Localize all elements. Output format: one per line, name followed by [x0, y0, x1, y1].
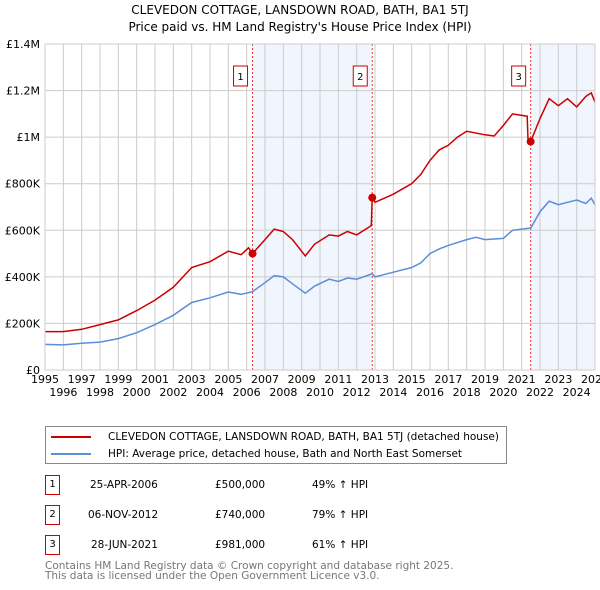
- hpi-line: [44, 196, 596, 346]
- x-tick-label: 2001: [141, 373, 169, 386]
- x-tick-label: 2004: [196, 386, 224, 399]
- x-tick-label: 2021: [508, 373, 536, 386]
- sale-marker-label: 3: [515, 72, 521, 83]
- x-tick-label: 2012: [343, 386, 371, 399]
- sale-marker-label: 1: [45, 475, 60, 495]
- sale-marker-box: [233, 65, 249, 87]
- legend-swatch-blue: [51, 453, 91, 455]
- x-tick-label: 2025: [581, 373, 600, 386]
- x-tick-label: 1997: [68, 373, 96, 386]
- x-tick-label: 2003: [178, 373, 206, 386]
- footer-copyright: Contains HM Land Registry data © Crown c…: [45, 560, 454, 572]
- x-tick-label: 2023: [544, 373, 572, 386]
- sale-hpi: 49% ↑ HPI: [312, 479, 369, 491]
- x-tick-label: 2005: [214, 373, 242, 386]
- sale-hpi: 79% ↑ HPI: [312, 509, 369, 521]
- x-tick-label: 2017: [434, 373, 462, 386]
- x-tick-label: 2014: [379, 386, 407, 399]
- x-tick-label: 1996: [49, 386, 77, 399]
- y-tick-label: £800K: [5, 178, 41, 191]
- x-tick-label: 2002: [159, 386, 187, 399]
- x-tick-label: 1998: [86, 386, 114, 399]
- x-tick-label: 2000: [123, 386, 151, 399]
- x-tick-label: 2019: [471, 373, 499, 386]
- sale-marker-label: 1: [237, 72, 243, 83]
- sale-marker-box: [352, 65, 368, 87]
- sale-date: 25-APR-2006: [90, 479, 158, 491]
- y-tick-label: £200K: [5, 317, 41, 330]
- x-tick-label: 2011: [324, 373, 352, 386]
- x-tick-label: 2008: [269, 386, 297, 399]
- plot-area: 1995199619971998199920002001200220032004…: [5, 38, 600, 399]
- x-tick-label: 2024: [563, 386, 591, 399]
- sale-date: 06-NOV-2012: [88, 509, 159, 521]
- sale-point: [368, 193, 377, 202]
- chart-subtitle: Price paid vs. HM Land Registry's House …: [128, 20, 472, 34]
- y-tick-label: £400K: [5, 271, 41, 284]
- sale-row: 2 06-NOV-2012 £740,000 79% ↑ HPI: [45, 505, 505, 525]
- x-tick-label: 2015: [398, 373, 426, 386]
- x-tick-label: 2009: [288, 373, 316, 386]
- x-tick-label: 2016: [416, 386, 444, 399]
- sale-row: 3 28-JUN-2021 £981,000 61% ↑ HPI: [45, 535, 505, 555]
- sale-marker-label: 2: [45, 505, 60, 525]
- legend: CLEVEDON COTTAGE, LANSDOWN ROAD, BATH, B…: [45, 426, 507, 464]
- x-tick-label: 1999: [104, 373, 132, 386]
- legend-swatch-red: [51, 436, 91, 438]
- y-tick-label: £1.4M: [6, 38, 40, 51]
- y-tick-label: £1M: [17, 131, 41, 144]
- y-tick-label: £600K: [5, 224, 41, 237]
- sale-row: 1 25-APR-2006 £500,000 49% ↑ HPI: [45, 475, 505, 495]
- shaded-range: [252, 44, 373, 370]
- legend-label: CLEVEDON COTTAGE, LANSDOWN ROAD, BATH, B…: [108, 431, 499, 443]
- sale-marker-label: 2: [357, 72, 363, 83]
- sale-date: 28-JUN-2021: [91, 539, 158, 551]
- sale-point: [526, 137, 535, 146]
- x-tick-label: 2018: [453, 386, 481, 399]
- x-tick-label: 1995: [31, 373, 59, 386]
- sale-price: £981,000: [215, 539, 266, 551]
- x-tick-label: 2006: [233, 386, 261, 399]
- x-tick-label: 2020: [489, 386, 517, 399]
- sale-price: £500,000: [215, 479, 266, 491]
- legend-label: HPI: Average price, detached house, Bath…: [108, 448, 463, 460]
- footer-licence: This data is licensed under the Open Gov…: [45, 570, 380, 582]
- legend-item-property: CLEVEDON COTTAGE, LANSDOWN ROAD, BATH, B…: [51, 429, 499, 445]
- x-tick-label: 2007: [251, 373, 279, 386]
- sale-hpi: 61% ↑ HPI: [312, 539, 369, 551]
- legend-item-hpi: HPI: Average price, detached house, Bath…: [51, 446, 462, 462]
- sale-marker-label: 3: [45, 535, 60, 555]
- x-tick-label: 2022: [526, 386, 554, 399]
- y-tick-label: £1.2M: [6, 85, 40, 98]
- sale-point: [248, 249, 257, 258]
- chart-title: CLEVEDON COTTAGE, LANSDOWN ROAD, BATH, B…: [131, 3, 469, 17]
- x-tick-label: 2013: [361, 373, 389, 386]
- y-tick-label: £0: [26, 364, 40, 377]
- sale-marker-box: [511, 65, 527, 87]
- sale-price: £740,000: [215, 509, 266, 521]
- plot-border: [44, 43, 596, 371]
- x-tick-label: 2010: [306, 386, 334, 399]
